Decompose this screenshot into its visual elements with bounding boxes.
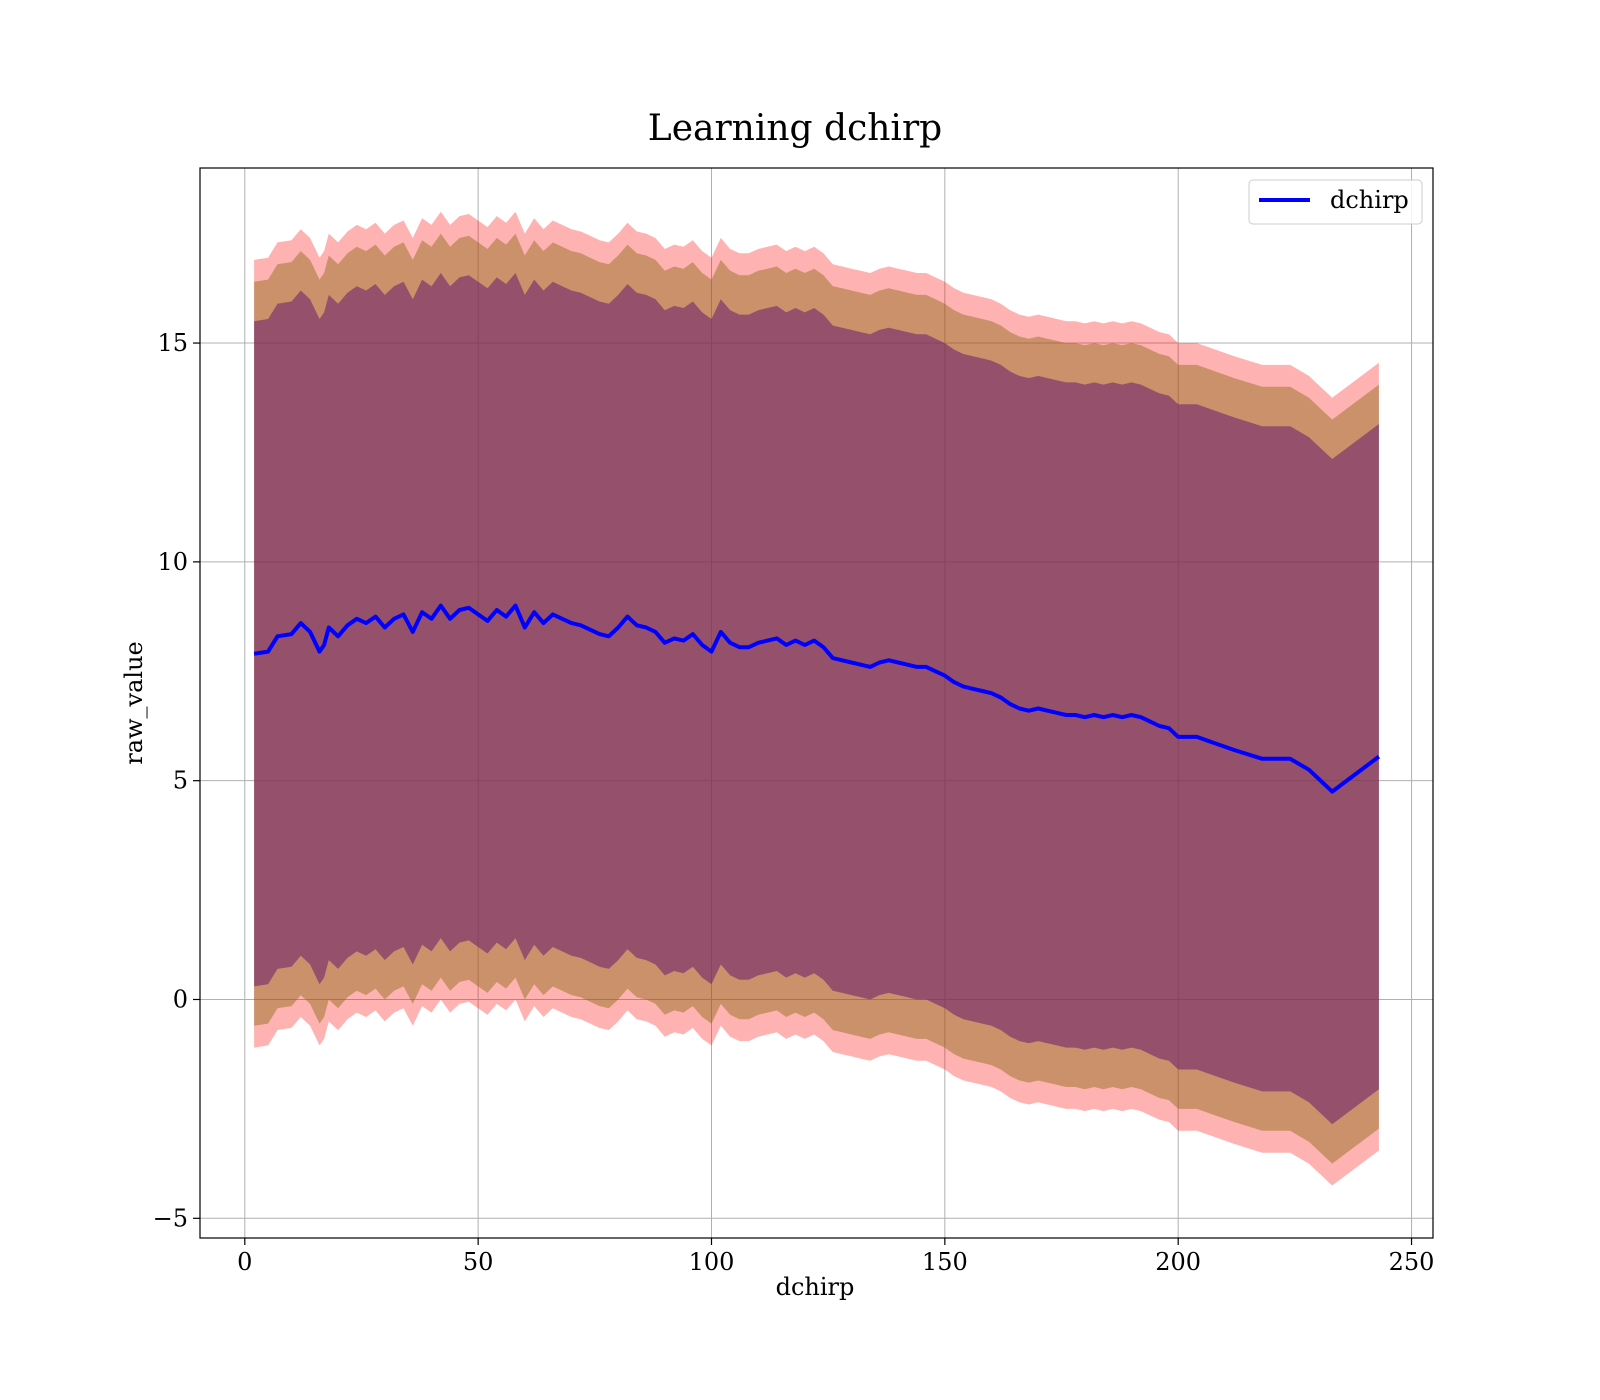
- confidence-bands: [254, 211, 1379, 1186]
- x-tick-label: 0: [237, 1248, 252, 1276]
- x-axis-label: dchirp: [776, 1273, 855, 1301]
- chart-title: Learning dchirp: [648, 108, 942, 149]
- y-tick-label: 0: [173, 985, 188, 1013]
- x-tick-label: 100: [689, 1248, 735, 1276]
- x-tick-label: 150: [922, 1248, 968, 1276]
- x-axis-ticks: 0 50 100 150 200 250: [237, 1238, 1434, 1276]
- y-tick-label: −5: [153, 1204, 188, 1232]
- y-tick-label: 5: [173, 767, 188, 795]
- legend-box: [1248, 179, 1423, 225]
- legend-label: dchirp: [1330, 186, 1409, 214]
- x-tick-label: 250: [1389, 1248, 1435, 1276]
- y-axis-label: raw_value: [120, 641, 148, 765]
- x-tick-label: 200: [1155, 1248, 1201, 1276]
- series-line-dchirp: [253, 603, 1381, 794]
- legend: dchirp: [1248, 179, 1423, 225]
- series-lines: [253, 603, 1381, 794]
- y-axis-ticks: −5 0 5 10 15: [153, 329, 200, 1232]
- y-tick-label: 15: [157, 329, 188, 357]
- plot-frame: [199, 167, 1434, 1239]
- x-tick-label: 50: [463, 1248, 494, 1276]
- inner-band: [254, 273, 1379, 1125]
- y-tick-label: 10: [157, 548, 188, 576]
